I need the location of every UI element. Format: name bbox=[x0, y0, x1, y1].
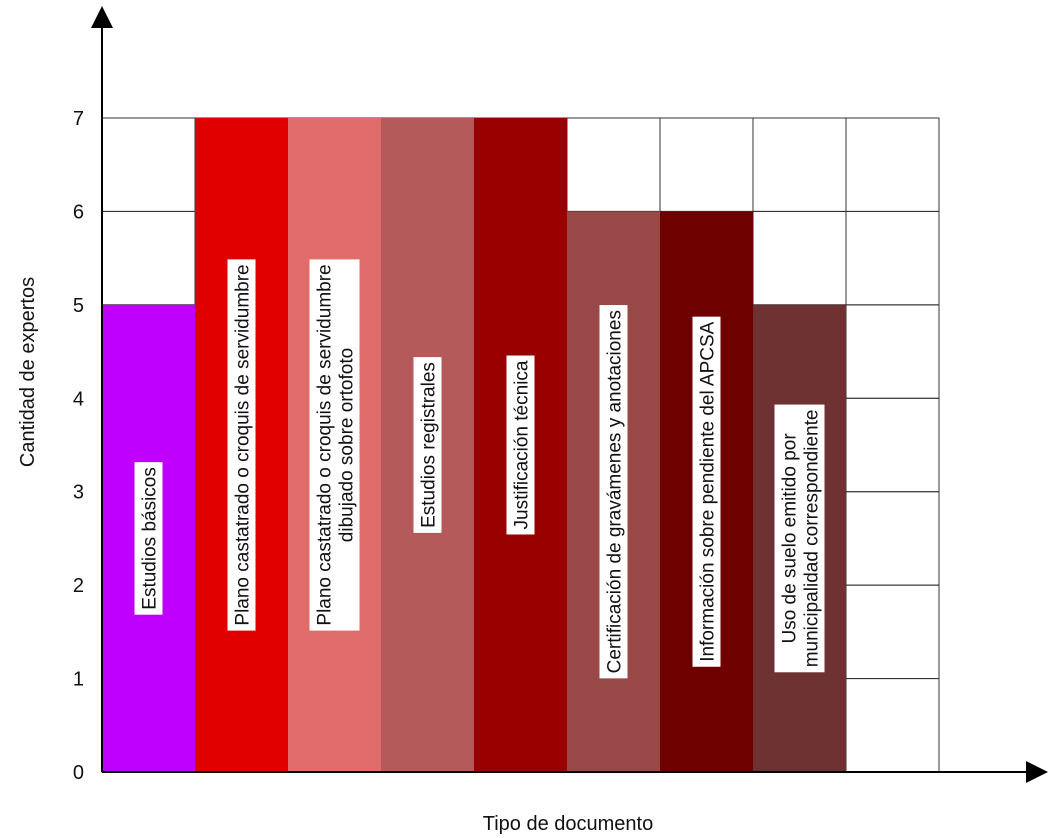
x-axis-arrow-icon bbox=[1026, 761, 1048, 783]
bar-label: Estudios básicos bbox=[134, 462, 163, 615]
bar-label-text: Certificación de gravámenes y anotacione… bbox=[605, 310, 626, 673]
grid-cell bbox=[845, 678, 940, 773]
bar-label-text: Estudios básicos bbox=[140, 467, 161, 610]
bar-labels: Estudios básicos Plano castatrado o croqu… bbox=[134, 259, 825, 679]
bar-label: Plano castatrado o croquis de servidumbr… bbox=[227, 259, 256, 631]
grid-cell bbox=[101, 117, 196, 212]
y-axis-title: Cantidad de expertos bbox=[17, 277, 39, 467]
bar-label: Justificación técnica bbox=[506, 355, 535, 535]
bar-label: Estudios registrales bbox=[413, 357, 442, 533]
bar-label-background bbox=[692, 316, 721, 667]
grid-cell bbox=[566, 117, 661, 212]
grid-cell bbox=[845, 304, 940, 399]
bar-label-background bbox=[413, 357, 442, 533]
bar-label-text: Información sobre pendiente del APCSA bbox=[698, 321, 719, 661]
bar-label-text: Estudios registrales bbox=[419, 362, 440, 528]
y-axis-arrow-icon bbox=[91, 6, 113, 28]
bars bbox=[102, 118, 846, 772]
y-tick-label: 4 bbox=[73, 388, 84, 410]
grid-cell bbox=[845, 210, 940, 306]
grid-cell bbox=[845, 397, 940, 493]
grid-cell bbox=[752, 117, 847, 212]
bar-label-background bbox=[774, 404, 825, 673]
y-tick-label: 6 bbox=[73, 201, 84, 223]
bar-label-background bbox=[227, 259, 256, 631]
bar-label-text: Plano castatrado o croquis de servidumbr… bbox=[233, 264, 254, 625]
grid-cell bbox=[845, 491, 940, 586]
y-tick-label: 1 bbox=[73, 669, 84, 691]
bar-label: Información sobre pendiente del APCSA bbox=[692, 316, 721, 667]
bar-label-text: Uso de suelo emitido por bbox=[780, 433, 801, 644]
bar-label-text: municipalidad correspondiente bbox=[802, 410, 823, 668]
bar-label-text: Plano castatrado o croquis de servidumbr… bbox=[315, 264, 336, 625]
bar-label-background bbox=[309, 259, 360, 631]
grid-cell bbox=[659, 117, 754, 212]
grid-cell bbox=[101, 210, 196, 306]
grid-cell bbox=[845, 584, 940, 680]
y-tick-labels: 0 1 2 3 4 5 6 7 bbox=[73, 108, 84, 784]
y-tick-label: 5 bbox=[73, 295, 84, 317]
x-axis-title: Tipo de documento bbox=[483, 813, 653, 835]
y-tick-label: 2 bbox=[73, 575, 84, 597]
grid-cell bbox=[752, 210, 847, 306]
bar-label-background bbox=[599, 305, 628, 679]
y-tick-label: 3 bbox=[73, 482, 84, 504]
bar-label: Certificación de gravámenes y anotacione… bbox=[599, 305, 628, 679]
y-tick-label: 0 bbox=[73, 762, 84, 784]
bar-label: Plano castatrado o croquis de servidumbr… bbox=[309, 259, 360, 631]
bar-label: Uso de suelo emitido por municipalidad co… bbox=[774, 404, 825, 673]
axes bbox=[91, 6, 1048, 783]
y-tick-label: 7 bbox=[73, 108, 84, 130]
bar-label-text: dibujado sobre ortofoto bbox=[337, 348, 358, 542]
bar-label-background bbox=[506, 355, 535, 535]
grid-cell bbox=[845, 117, 940, 212]
bar-label-text: Justificación técnica bbox=[512, 360, 533, 529]
bar-label-background bbox=[134, 462, 163, 615]
